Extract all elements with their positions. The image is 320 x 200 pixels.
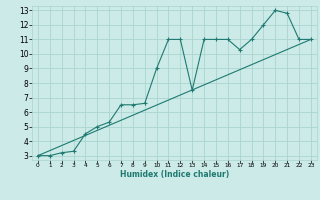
X-axis label: Humidex (Indice chaleur): Humidex (Indice chaleur) <box>120 170 229 179</box>
